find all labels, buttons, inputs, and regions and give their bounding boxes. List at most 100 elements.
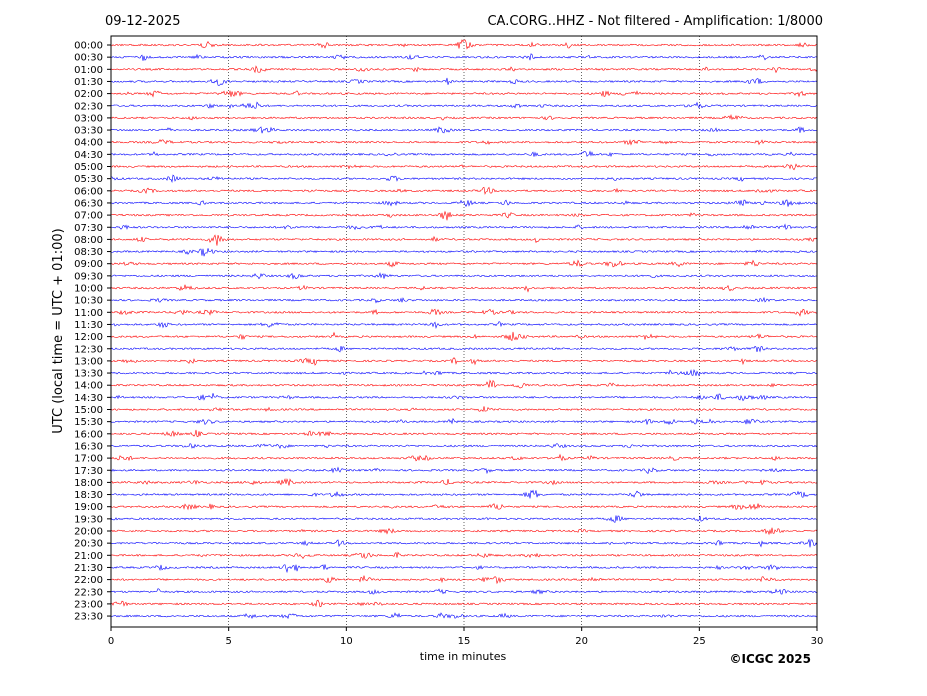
y-tick-label: 14:30 bbox=[74, 393, 103, 404]
x-tick-label: 5 bbox=[225, 636, 231, 647]
y-tick-label: 03:00 bbox=[74, 113, 103, 124]
y-tick-label: 11:30 bbox=[74, 320, 103, 331]
y-tick-label: 09:00 bbox=[74, 259, 103, 270]
y-tick-label: 09:30 bbox=[74, 271, 103, 282]
y-tick-label: 01:00 bbox=[74, 65, 103, 76]
y-tick-label: 21:30 bbox=[74, 563, 103, 574]
trace-1830 bbox=[110, 489, 818, 499]
y-axis-label: UTC (local time = UTC + 01:00) bbox=[51, 228, 66, 433]
trace-2100 bbox=[110, 551, 818, 560]
trace-1430 bbox=[110, 393, 818, 402]
grid-lines bbox=[228, 36, 700, 627]
trace-1230 bbox=[110, 345, 818, 353]
x-tick-label: 25 bbox=[693, 636, 706, 647]
trace-1400 bbox=[110, 379, 818, 389]
y-tick-label: 22:00 bbox=[74, 575, 103, 586]
y-tick-label: 00:00 bbox=[74, 41, 103, 52]
trace-1100 bbox=[110, 308, 818, 317]
y-tick-label: 17:30 bbox=[74, 466, 103, 477]
trace-1500 bbox=[110, 406, 818, 412]
trace-2230 bbox=[110, 588, 818, 595]
x-tick-label: 15 bbox=[458, 636, 471, 647]
y-tick-label: 05:00 bbox=[74, 162, 103, 173]
y-tick-label: 20:00 bbox=[74, 527, 103, 538]
y-tick-label: 02:30 bbox=[74, 101, 103, 112]
y-tick-label: 07:00 bbox=[74, 211, 103, 222]
y-tick-label: 11:00 bbox=[74, 308, 103, 319]
x-tick-label: 0 bbox=[108, 636, 114, 647]
trace-1930 bbox=[110, 515, 818, 523]
y-tick-label: 19:30 bbox=[74, 514, 103, 525]
trace-1000 bbox=[110, 284, 818, 293]
trace-2130 bbox=[110, 564, 818, 574]
y-tick-label: 14:00 bbox=[74, 381, 103, 392]
trace-2030 bbox=[110, 538, 818, 548]
trace-0430 bbox=[110, 150, 818, 158]
trace-0800 bbox=[110, 234, 818, 246]
y-tick-label: 13:30 bbox=[74, 369, 103, 380]
x-tick-label: 20 bbox=[575, 636, 588, 647]
trace-0030 bbox=[110, 53, 818, 61]
trace-0130 bbox=[110, 77, 818, 86]
x-tick-label: 30 bbox=[811, 636, 824, 647]
y-tick-label: 10:00 bbox=[74, 284, 103, 295]
trace-0700 bbox=[110, 210, 818, 221]
trace-0100 bbox=[110, 65, 818, 74]
y-tick-label: 15:00 bbox=[74, 405, 103, 416]
trace-2200 bbox=[110, 575, 818, 585]
y-tick-label: 06:00 bbox=[74, 186, 103, 197]
trace-1130 bbox=[110, 321, 818, 330]
trace-1300 bbox=[110, 357, 818, 366]
trace-1800 bbox=[110, 478, 818, 486]
y-tick-label: 17:00 bbox=[74, 454, 103, 465]
y-tick-label: 12:00 bbox=[74, 332, 103, 343]
y-tick-label: 15:30 bbox=[74, 417, 103, 428]
trace-0000 bbox=[110, 39, 818, 50]
date-label: 09-12-2025 bbox=[105, 14, 181, 29]
plot-frame bbox=[110, 35, 818, 628]
x-axis-label: time in minutes bbox=[420, 650, 507, 663]
y-tick-label: 10:30 bbox=[74, 296, 103, 307]
y-tick-label: 18:30 bbox=[74, 490, 103, 501]
x-tick-label: 10 bbox=[340, 636, 353, 647]
y-tick-label: 23:00 bbox=[74, 599, 103, 610]
y-tick-label: 16:30 bbox=[74, 441, 103, 452]
trace-0930 bbox=[110, 272, 818, 280]
y-tick-label: 03:30 bbox=[74, 126, 103, 137]
chart-title: CA.CORG..HHZ - Not filtered - Amplificat… bbox=[487, 14, 823, 29]
trace-0530 bbox=[110, 174, 818, 183]
y-tick-label: 07:30 bbox=[74, 223, 103, 234]
trace-0230 bbox=[110, 101, 818, 109]
trace-0400 bbox=[110, 139, 818, 146]
trace-2000 bbox=[110, 527, 818, 536]
y-tick-label: 06:30 bbox=[74, 198, 103, 209]
trace-2300 bbox=[110, 599, 818, 608]
trace-0600 bbox=[110, 186, 818, 195]
y-tick-label: 04:00 bbox=[74, 138, 103, 149]
trace-1630 bbox=[110, 443, 818, 450]
y-tick-label: 19:00 bbox=[74, 502, 103, 513]
trace-0730 bbox=[110, 223, 818, 231]
trace-1030 bbox=[110, 296, 818, 304]
trace-0200 bbox=[110, 90, 818, 98]
copyright-label: ©ICGC 2025 bbox=[729, 652, 811, 666]
trace-0500 bbox=[110, 163, 818, 171]
y-tick-label: 08:00 bbox=[74, 235, 103, 246]
y-tick-label: 20:30 bbox=[74, 539, 103, 550]
x-axis-ticks: 0 5 10 15 20 25 30 bbox=[108, 627, 824, 647]
trace-1900 bbox=[110, 503, 818, 511]
y-tick-label: 18:00 bbox=[74, 478, 103, 489]
y-tick-label: 04:30 bbox=[74, 150, 103, 161]
y-tick-label: 23:30 bbox=[74, 612, 103, 623]
y-tick-label: 22:30 bbox=[74, 587, 103, 598]
trace-1530 bbox=[110, 417, 818, 426]
trace-1600 bbox=[110, 429, 818, 438]
trace-1700 bbox=[110, 453, 818, 462]
trace-0900 bbox=[110, 259, 818, 268]
y-tick-label: 02:00 bbox=[74, 89, 103, 100]
trace-2330 bbox=[110, 612, 818, 620]
trace-0630 bbox=[110, 199, 818, 207]
y-tick-label: 01:30 bbox=[74, 77, 103, 88]
